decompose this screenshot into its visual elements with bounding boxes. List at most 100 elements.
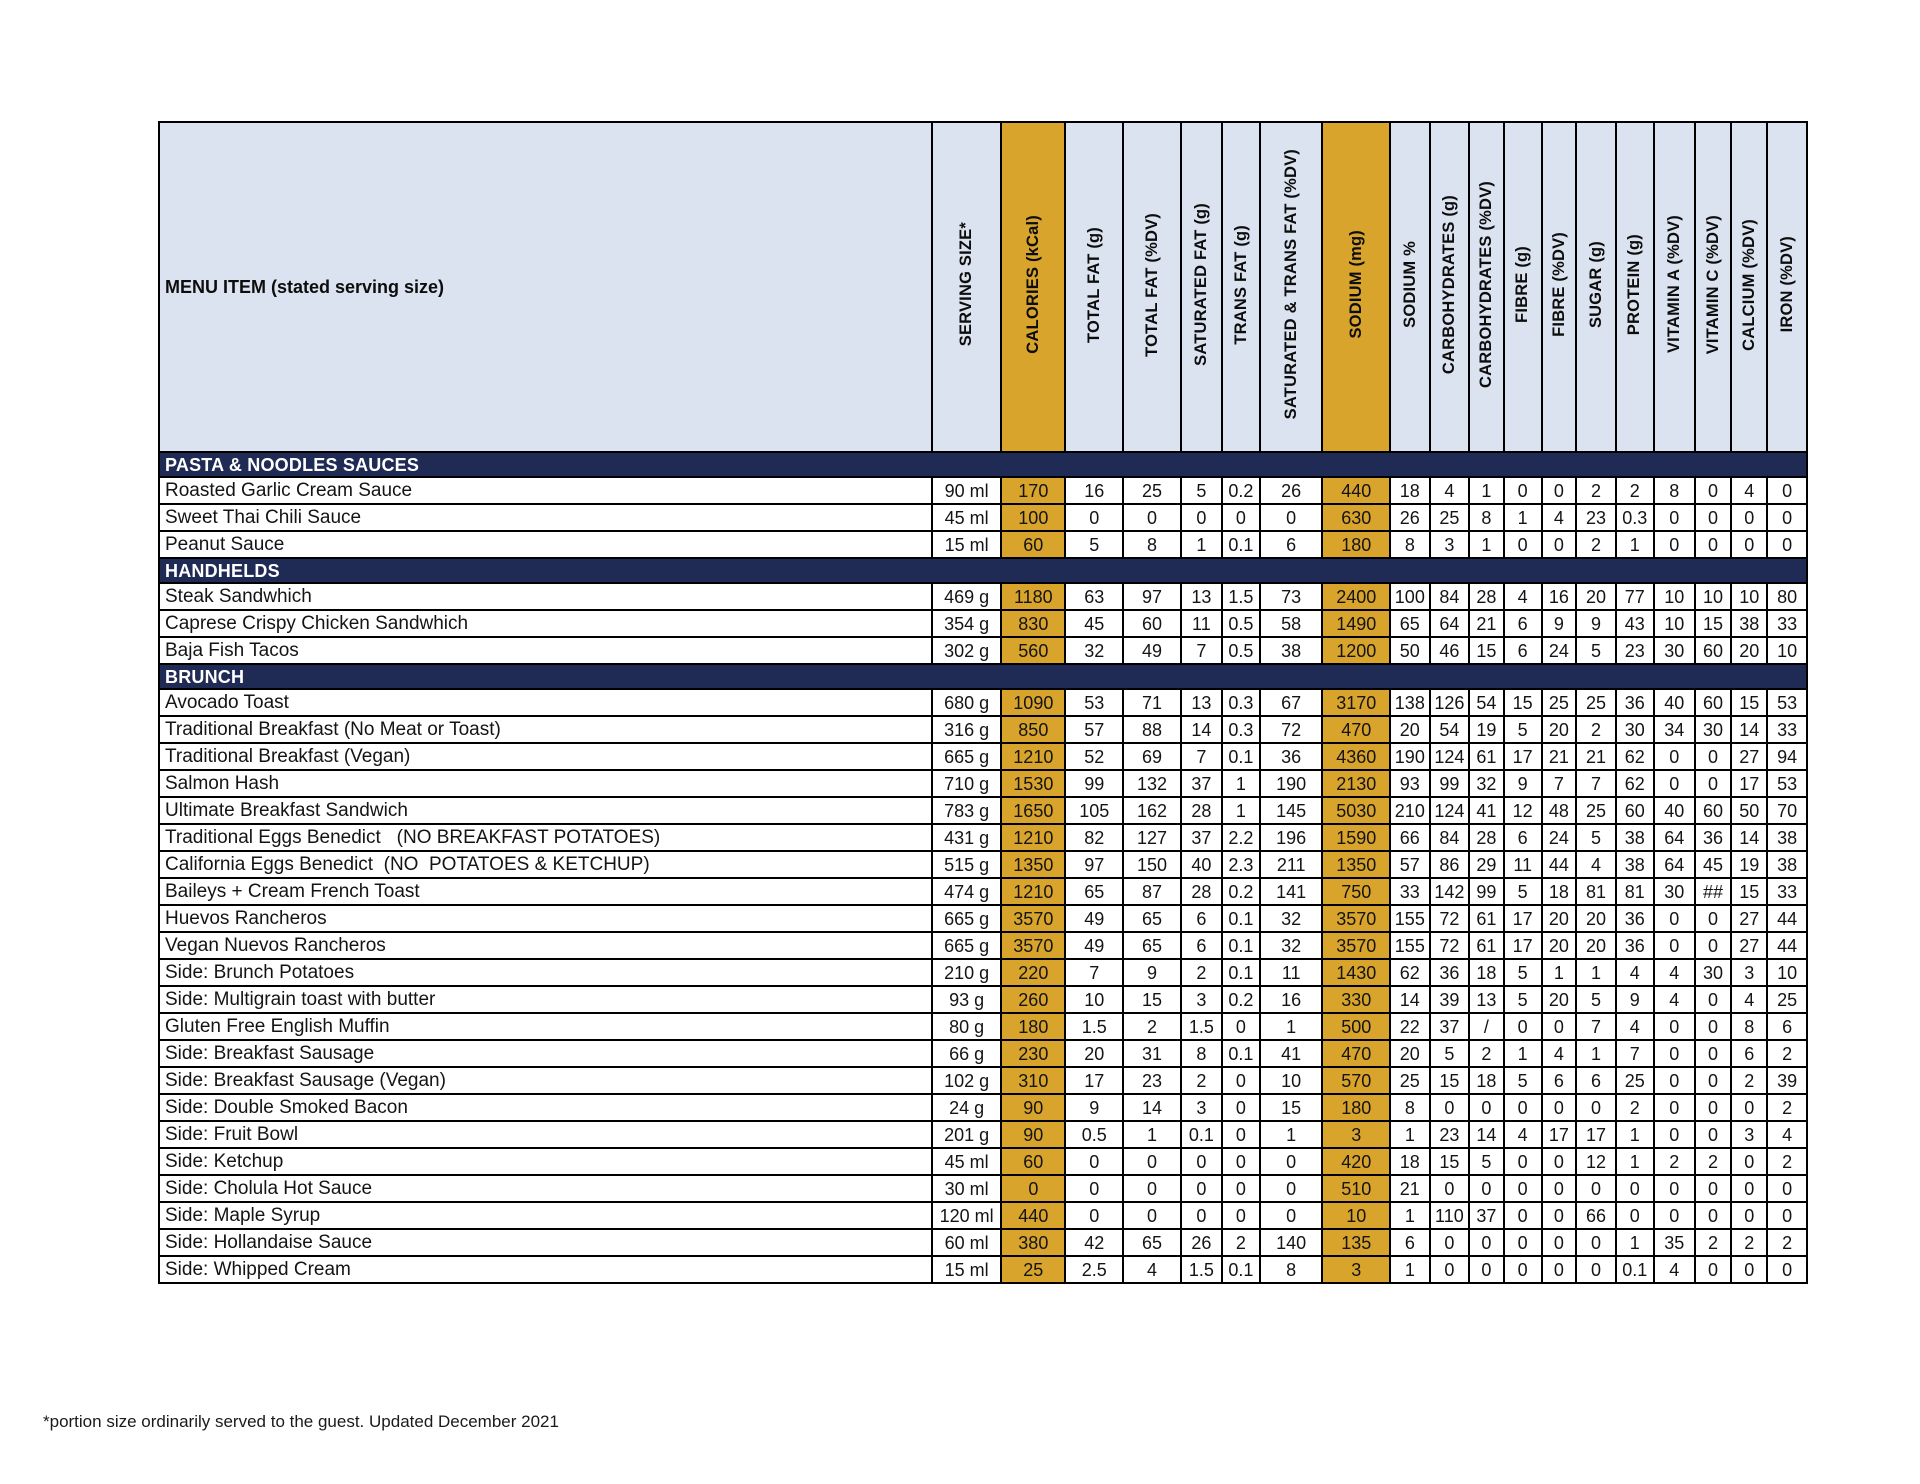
value-cell: 4 xyxy=(1502,582,1543,611)
table-row: Side: Fruit Bowl 201 g 90 0.5 1 0.1 0 1 3 1 23 14 4 1… xyxy=(158,1120,1808,1149)
value-cell: 1210 xyxy=(1000,742,1067,771)
value-cell: 15 xyxy=(1428,1066,1471,1095)
value-cell: 4 xyxy=(1766,1120,1808,1149)
value-cell: 94 xyxy=(1766,742,1808,771)
value-cell: 0 xyxy=(1693,1066,1733,1095)
value-cell: 12 xyxy=(1575,1147,1617,1176)
value-cell: 32 xyxy=(1064,636,1125,665)
value-cell: 18 xyxy=(1389,476,1431,505)
table-row: Steak Sandwhich 469 g 1180 63 97 13 1.5 73 2400 1… xyxy=(158,582,1808,611)
value-cell: 0 xyxy=(1122,1174,1182,1203)
value-cell: 469 g xyxy=(930,582,1003,611)
value-cell: 5 xyxy=(1575,823,1617,852)
value-cell: 21 xyxy=(1389,1174,1431,1203)
menu-item-cell: Avocado Toast xyxy=(158,688,933,717)
value-cell: 33 xyxy=(1766,609,1808,638)
value-cell: 0 xyxy=(1730,1147,1769,1176)
value-cell: 1 xyxy=(1468,476,1505,505)
value-cell: 42 xyxy=(1064,1228,1125,1257)
menu-item-cell: Salmon Hash xyxy=(158,769,933,798)
value-cell: 7 xyxy=(1614,1039,1655,1068)
table-row: Baileys + Cream French Toast 474 g 1210 65 8… xyxy=(158,877,1808,906)
value-cell: 1 xyxy=(1502,503,1543,532)
value-cell: 0 xyxy=(1693,1120,1733,1149)
value-cell: 4 xyxy=(1730,985,1769,1014)
value-cell: 110 xyxy=(1428,1201,1471,1230)
value-cell: 0 xyxy=(1766,1174,1808,1203)
value-cell: 38 xyxy=(1766,823,1808,852)
value-cell: 5 xyxy=(1502,1066,1543,1095)
value-cell: 14 xyxy=(1730,715,1769,744)
value-cell: 2 xyxy=(1179,958,1223,987)
value-cell: 0 xyxy=(1258,1201,1324,1230)
value-cell: 6 xyxy=(1730,1039,1769,1068)
footnote: *portion size ordinarily served to the g… xyxy=(43,1412,559,1431)
value-cell: 18 xyxy=(1468,958,1505,987)
menu-item-cell: Caprese Crispy Chicken Sandwhich xyxy=(158,609,933,638)
value-cell: 0 xyxy=(1693,1201,1733,1230)
value-cell: 2400 xyxy=(1321,582,1392,611)
value-cell: 1 xyxy=(1614,1120,1655,1149)
menu-item-cell: Side: Maple Syrup xyxy=(158,1201,933,1230)
value-cell: 0 xyxy=(1766,476,1808,505)
menu-item-cell: Sweet Thai Chili Sauce xyxy=(158,503,933,532)
value-cell: 0 xyxy=(1693,1174,1733,1203)
value-cell: 0 xyxy=(1540,1012,1578,1041)
value-cell: 36 xyxy=(1428,958,1471,987)
value-cell: 330 xyxy=(1321,985,1392,1014)
menu-item-cell: Steak Sandwhich xyxy=(158,582,933,611)
value-cell: 750 xyxy=(1321,877,1392,906)
column-header-label: TRANS FAT (g) xyxy=(1231,224,1250,345)
value-cell: 20 xyxy=(1389,715,1431,744)
value-cell: 57 xyxy=(1389,850,1431,879)
value-cell: 830 xyxy=(1000,609,1067,638)
value-cell: 7 xyxy=(1179,742,1223,771)
value-cell: 0 xyxy=(1220,1120,1261,1149)
table-row: Side: Breakfast Sausage (Vegan) 102 g 310 1… xyxy=(158,1066,1808,1095)
column-header-iron-dv: IRON (%DV) xyxy=(1766,121,1808,453)
value-cell: 27 xyxy=(1730,742,1769,771)
value-cell: 10 xyxy=(1652,609,1696,638)
value-cell: 30 xyxy=(1614,715,1655,744)
value-cell: 0 xyxy=(1730,1174,1769,1203)
value-cell: 0 xyxy=(1502,1093,1543,1122)
value-cell: 1350 xyxy=(1321,850,1392,879)
value-cell: 142 xyxy=(1428,877,1471,906)
column-header-sodium-mg: SODIUM (mg) xyxy=(1321,121,1392,453)
value-cell: 20 xyxy=(1540,985,1578,1014)
value-cell: 0 xyxy=(1122,1201,1182,1230)
value-cell: 0.2 xyxy=(1220,877,1261,906)
column-header-label: CALORIES (kCal) xyxy=(1024,215,1043,354)
value-cell: 0.1 xyxy=(1220,931,1261,960)
value-cell: 6 xyxy=(1389,1228,1431,1257)
value-cell: 2 xyxy=(1730,1228,1769,1257)
value-cell: 8 xyxy=(1730,1012,1769,1041)
value-cell: 90 ml xyxy=(930,476,1003,505)
value-cell: 665 g xyxy=(930,742,1003,771)
value-cell: 17 xyxy=(1064,1066,1125,1095)
value-cell: 0.3 xyxy=(1220,688,1261,717)
value-cell: 10 xyxy=(1652,582,1696,611)
value-cell: 0 xyxy=(1220,1066,1261,1095)
menu-item-cell: Gluten Free English Muffin xyxy=(158,1012,933,1041)
value-cell: 2 xyxy=(1220,1228,1261,1257)
value-cell: 474 g xyxy=(930,877,1003,906)
value-cell: 0 xyxy=(1575,1228,1617,1257)
column-header-label: CARBOHYDRATES (%DV) xyxy=(1477,181,1496,388)
value-cell: 310 xyxy=(1000,1066,1067,1095)
value-cell: 8 xyxy=(1389,1093,1431,1122)
value-cell: 1650 xyxy=(1000,796,1067,825)
value-cell: 180 xyxy=(1321,530,1392,559)
value-cell: 3 xyxy=(1179,1093,1223,1122)
value-cell: 470 xyxy=(1321,1039,1392,1068)
value-cell: 34 xyxy=(1652,715,1696,744)
value-cell: 190 xyxy=(1389,742,1431,771)
value-cell: 10 xyxy=(1766,636,1808,665)
value-cell: 11 xyxy=(1179,609,1223,638)
menu-item-cell: Side: Multigrain toast with butter xyxy=(158,985,933,1014)
value-cell: 37 xyxy=(1179,823,1223,852)
value-cell: 2 xyxy=(1614,476,1655,505)
value-cell: 2130 xyxy=(1321,769,1392,798)
column-header-vitamin-a-dv: VITAMIN A (%DV) xyxy=(1652,121,1696,453)
value-cell: 67 xyxy=(1258,688,1324,717)
